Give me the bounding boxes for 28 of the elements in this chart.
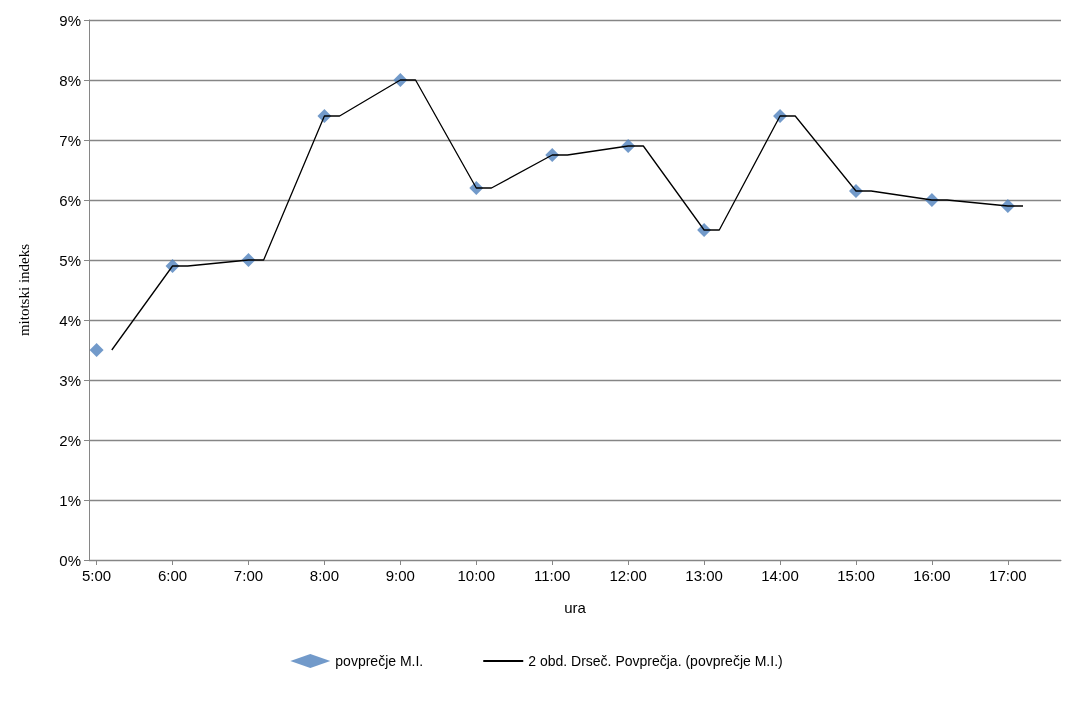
y-tick-label: 2% <box>59 431 81 449</box>
legend-label: povprečje M.I. <box>335 653 424 669</box>
x-tick-label: 16:00 <box>913 567 951 584</box>
x-tick-label: 15:00 <box>837 567 875 584</box>
y-tick-label: 4% <box>59 311 81 329</box>
x-tick-label: 14:00 <box>761 567 799 584</box>
x-tick-label: 13:00 <box>685 567 723 584</box>
y-tick-label: 1% <box>59 491 81 509</box>
legend-label: 2 obd. Drseč. Povprečja. (povprečje M.I.) <box>528 653 783 669</box>
y-tick-label: 8% <box>59 71 81 89</box>
y-tick-label: 6% <box>59 191 81 209</box>
y-tick-label: 7% <box>59 131 81 149</box>
y-tick-label: 3% <box>59 371 81 389</box>
y-tick-label: 9% <box>59 11 81 29</box>
x-tick-label: 6:00 <box>157 567 188 584</box>
x-axis-title: ura <box>564 599 587 616</box>
y-axis-title: mitotski indeks <box>15 243 32 337</box>
x-tick-label: 11:00 <box>534 567 571 584</box>
point <box>89 343 104 357</box>
y-tick-label: 5% <box>59 251 81 269</box>
x-tick-label: 5:00 <box>81 567 112 584</box>
x-tick-label: 17:00 <box>989 567 1027 584</box>
x-tick-label: 12:00 <box>609 567 647 584</box>
x-tick-label: 10:00 <box>457 567 496 584</box>
y-tick-label: 0% <box>59 551 81 569</box>
x-tick-label: 8:00 <box>309 567 340 584</box>
x-tick-label: 7:00 <box>233 567 264 584</box>
x-tick-label: 9:00 <box>385 567 415 584</box>
